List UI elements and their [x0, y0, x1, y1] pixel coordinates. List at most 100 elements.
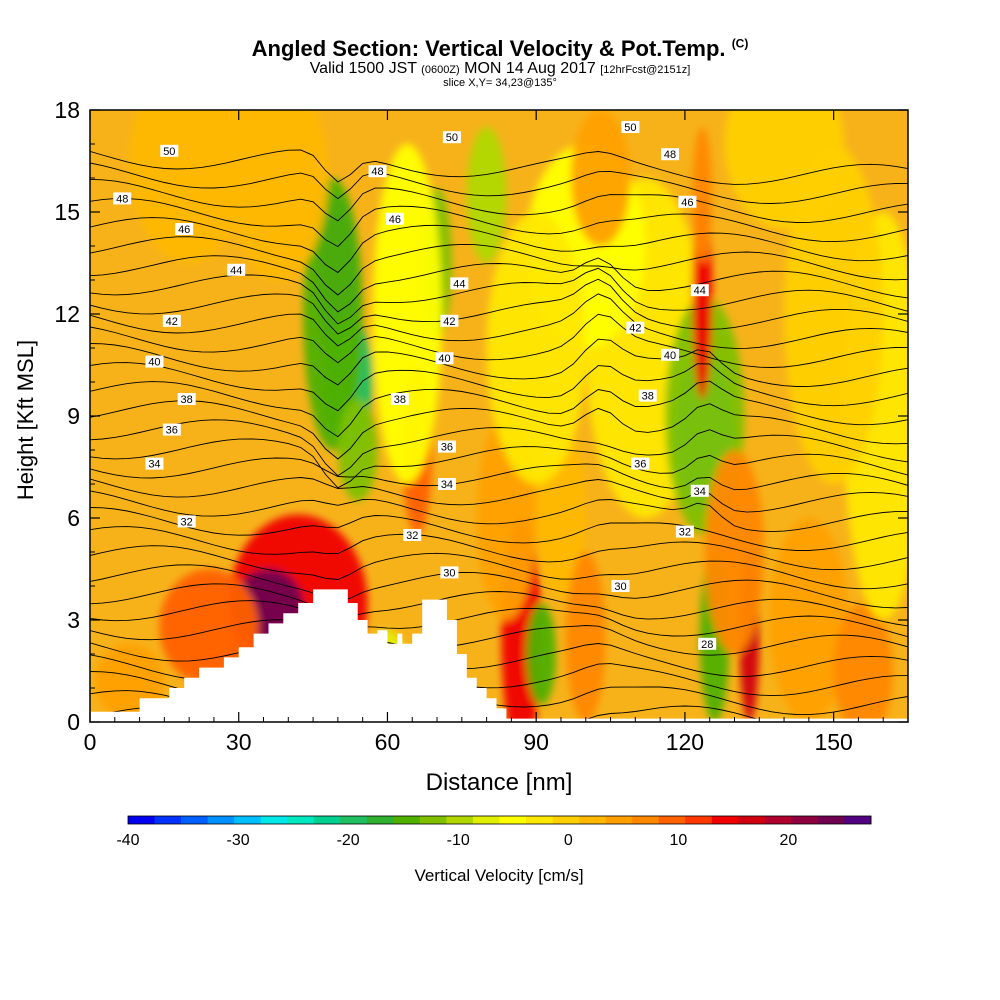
theta-contour	[90, 313, 908, 368]
theta-label: 34	[145, 457, 164, 471]
theta-label: 34	[690, 484, 709, 498]
theta-contour	[90, 362, 908, 412]
colorbar-tick-label: 0	[564, 832, 573, 849]
chart-title: Angled Section: Vertical Velocity & Pot.…	[251, 36, 749, 61]
theta-label: 38	[390, 393, 409, 406]
theta-label: 50	[442, 131, 461, 144]
svg-text:50: 50	[624, 122, 636, 134]
y-tick-label: 12	[54, 301, 80, 327]
colorbar-swatch	[207, 816, 235, 824]
svg-text:50: 50	[163, 146, 175, 158]
theta-contour	[90, 583, 908, 627]
svg-text:48: 48	[371, 166, 383, 178]
svg-text:32: 32	[181, 516, 193, 528]
colorbar-tick-label: -30	[227, 832, 250, 849]
theta-label: 36	[437, 440, 456, 454]
svg-text:44: 44	[230, 265, 242, 277]
theta-label: 32	[403, 529, 422, 542]
svg-text:40: 40	[148, 357, 160, 369]
svg-text:36: 36	[166, 425, 178, 437]
colorbar-tick-label: -20	[337, 832, 360, 849]
colorbar-swatch	[579, 816, 607, 824]
colorbar: -40 -30 -20 -10 0 10 20	[116, 815, 872, 849]
theta-contour	[90, 564, 908, 609]
svg-text:36: 36	[441, 442, 453, 454]
svg-text:46: 46	[681, 197, 693, 209]
colorbar-swatch	[658, 816, 686, 824]
theta-label: 40	[661, 348, 680, 362]
velocity-feature	[704, 450, 765, 654]
svg-text:44: 44	[453, 278, 465, 290]
colorbar-swatch	[632, 816, 660, 824]
y-tick-label: 6	[67, 505, 80, 531]
svg-text:30: 30	[614, 581, 626, 593]
theta-label: 38	[638, 389, 657, 403]
theta-label: 40	[145, 355, 164, 369]
theta-contour	[90, 267, 908, 325]
theta-contour	[90, 457, 908, 491]
theta-contour	[90, 490, 908, 533]
colorbar-swatch	[738, 816, 766, 824]
svg-text:38: 38	[394, 394, 406, 406]
svg-text:48: 48	[116, 193, 128, 205]
colorbar-tick-label: 20	[780, 832, 798, 849]
velocity-feature	[466, 127, 507, 263]
theta-label: 32	[675, 525, 694, 539]
theta-contour	[90, 236, 908, 296]
colorbar-swatch	[764, 816, 792, 824]
y-tick-label: 15	[54, 199, 80, 225]
theta-label: 32	[177, 515, 196, 528]
colorbar-swatch	[128, 816, 156, 824]
x-tick-label: 0	[84, 729, 97, 755]
theta-contour	[90, 400, 908, 460]
theta-contour	[90, 178, 908, 223]
theta-contour	[90, 545, 908, 590]
velocity-feature	[833, 603, 894, 722]
y-tick-label: 9	[67, 403, 80, 429]
svg-text:42: 42	[166, 316, 178, 328]
theta-label: 36	[631, 457, 650, 471]
svg-text:46: 46	[178, 224, 190, 236]
theta-contour	[90, 278, 908, 335]
terrain	[90, 589, 908, 722]
theta-contour	[90, 338, 908, 387]
velocity-feature	[303, 178, 363, 450]
colorbar-swatch	[287, 816, 315, 824]
theta-label: 36	[162, 423, 181, 437]
velocity-feature	[337, 399, 378, 501]
x-tick-label: 60	[375, 729, 401, 755]
svg-text:48: 48	[664, 149, 676, 161]
svg-text:28: 28	[701, 639, 713, 651]
theta-label: 48	[661, 148, 680, 161]
svg-text:40: 40	[664, 350, 676, 362]
theta-contour	[90, 198, 908, 248]
colorbar-swatch	[817, 816, 845, 824]
theta-contour	[90, 149, 908, 185]
y-tick-label: 0	[67, 709, 80, 735]
theta-contour	[90, 217, 908, 274]
x-tick-label: 30	[226, 729, 252, 755]
plot-area: 50 48 46 44 42 40 38 36 34 32 48 46 50 44 42 40 38 36 34 32…	[90, 110, 908, 722]
colorbar-swatch	[393, 816, 421, 824]
theta-label: 34	[437, 478, 456, 491]
theta-contour	[90, 438, 908, 489]
theta-label: 42	[626, 321, 645, 335]
velocity-feature	[692, 127, 713, 263]
colorbar-swatch	[234, 816, 262, 824]
theta-label: 42	[440, 314, 459, 328]
svg-text:34: 34	[441, 479, 453, 491]
colorbar-swatch	[260, 816, 288, 824]
theta-label: 40	[435, 352, 454, 365]
colorbar-tick-label: 10	[669, 832, 687, 849]
theta-label: 38	[177, 393, 196, 406]
velocity-feature	[372, 144, 442, 484]
svg-text:44: 44	[694, 285, 706, 297]
colorbar-swatch	[472, 816, 500, 824]
theta-contour	[90, 507, 908, 551]
theta-contour	[90, 600, 908, 638]
theta-label: 48	[113, 192, 132, 205]
theta-label: 44	[690, 284, 709, 297]
svg-text:34: 34	[148, 459, 160, 471]
